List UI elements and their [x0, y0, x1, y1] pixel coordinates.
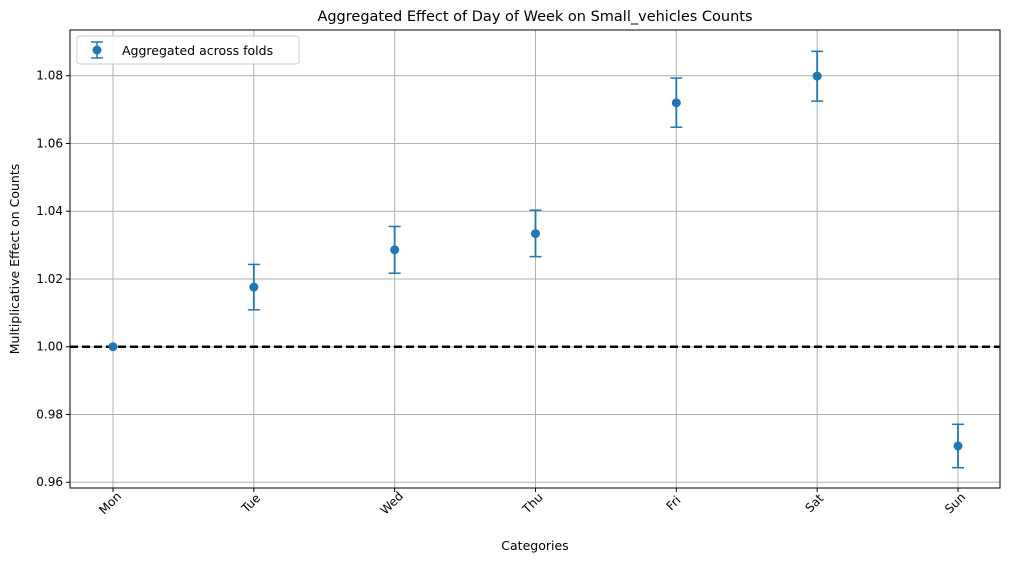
data-point — [671, 98, 681, 108]
data-point — [249, 282, 259, 292]
y-axis: 0.96 0.98 1.00 1.02 1.04 1.06 1.08 — [36, 69, 70, 489]
x-axis: Mon Tue Wed Thu Fri Sat Sun — [96, 488, 968, 517]
grid — [70, 30, 1000, 488]
data-point — [390, 245, 400, 255]
x-tick-label: Mon — [96, 489, 124, 517]
x-tick-label: Tue — [238, 491, 263, 516]
y-tick-label: 0.96 — [36, 475, 63, 489]
data-point — [108, 342, 118, 352]
x-tick-label: Sat — [802, 491, 826, 515]
x-tick-label: Thu — [519, 490, 546, 517]
legend-marker-icon — [91, 41, 103, 59]
y-tick-label: 1.04 — [36, 204, 63, 218]
x-tick-label: Sun — [942, 490, 968, 516]
legend-box — [76, 35, 300, 65]
y-tick-label: 1.00 — [36, 340, 63, 354]
x-tick-label: Fri — [664, 493, 684, 513]
y-tick-label: 1.02 — [36, 272, 63, 286]
x-axis-title: Categories — [501, 538, 568, 553]
chart-title: Aggregated Effect of Day of Week on Smal… — [317, 9, 752, 25]
y-tick-label: 1.08 — [36, 69, 63, 83]
data-point — [812, 71, 822, 81]
legend-label: Aggregated across folds — [122, 43, 273, 58]
y-tick-label: 1.06 — [36, 136, 63, 150]
y-axis-title: Multiplicative Effect on Counts — [7, 164, 22, 355]
x-tick-label: Wed — [378, 489, 406, 517]
series-layer — [108, 50, 964, 469]
data-point — [531, 229, 540, 239]
y-tick-label: 0.98 — [36, 407, 63, 421]
legend: Aggregated across folds — [76, 35, 300, 65]
data-point — [953, 441, 963, 451]
